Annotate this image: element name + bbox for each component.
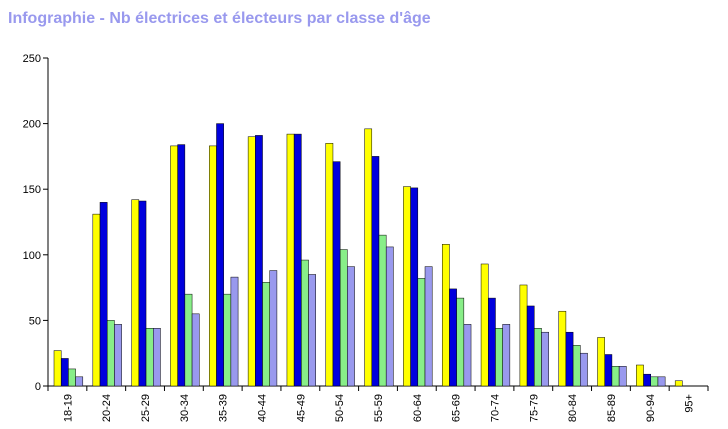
bar: [456, 297, 465, 387]
bar: [255, 135, 263, 387]
x-tick-label: 35-39: [218, 394, 230, 422]
bar: [153, 328, 161, 387]
x-tick-label: 55-59: [373, 394, 385, 422]
y-tick-label: 150: [23, 184, 41, 196]
bar: [371, 156, 380, 387]
x-tick-label: 65-69: [451, 394, 463, 422]
bar: [463, 324, 472, 387]
y-tick-label: 0: [35, 381, 41, 393]
bar: [262, 282, 270, 387]
bar: [572, 345, 581, 387]
bar: [597, 337, 605, 387]
bar: [541, 331, 549, 387]
bar: [424, 266, 433, 387]
bar: [325, 143, 334, 387]
bar: [209, 145, 217, 387]
bar: [131, 199, 140, 387]
x-tick-label: 70-74: [489, 394, 501, 422]
bar: [145, 328, 154, 387]
bar: [636, 364, 644, 387]
y-tick-label: 200: [23, 119, 41, 131]
bar: [495, 328, 503, 387]
bar: [534, 328, 542, 387]
bar: [286, 133, 295, 387]
bar: [385, 246, 394, 387]
bars: [53, 123, 683, 387]
x-tick-label: 85-89: [606, 394, 618, 422]
bar: [403, 186, 411, 387]
bar: [643, 373, 651, 387]
x-tick-label: 18-19: [62, 394, 74, 422]
bar: [519, 284, 528, 387]
bar: [650, 376, 659, 387]
x-tick-label: 50-54: [334, 394, 346, 422]
bar: [191, 313, 200, 387]
x-tick-label: 95+: [684, 394, 696, 413]
x-tick-label: 40-44: [257, 394, 269, 422]
y-tick-label: 50: [29, 315, 41, 327]
bar: [301, 259, 309, 387]
bar: [99, 202, 108, 387]
bar: [170, 145, 178, 387]
bar: [269, 270, 278, 387]
bar: [184, 293, 193, 387]
bar: [293, 133, 302, 387]
bar: [339, 249, 348, 387]
bar: [580, 352, 588, 387]
x-axis: 18-19 20-24 25-29 30-34 35-39 40-44 45-49 50-54…: [47, 385, 709, 422]
bar: [60, 358, 69, 387]
bar: [247, 136, 256, 387]
x-tick-label: 30-34: [179, 394, 191, 422]
bar: [216, 123, 224, 387]
bar: [611, 366, 620, 387]
bar: [604, 354, 613, 387]
bar: [138, 200, 147, 387]
bar: [657, 376, 666, 387]
bar: [53, 350, 62, 387]
bar: [417, 278, 426, 387]
chart-title: Infographie - Nb électrices et électeurs…: [8, 10, 431, 27]
bar: [378, 234, 387, 387]
bar: [106, 320, 115, 387]
bar: [502, 324, 511, 387]
x-tick-label: 80-84: [567, 394, 579, 422]
bar: [674, 380, 683, 387]
bar: [223, 293, 232, 387]
bar: [480, 263, 489, 387]
bar: [526, 305, 535, 387]
bar: [364, 128, 373, 387]
bar: [488, 297, 496, 387]
bar: [441, 244, 450, 387]
x-tick-label: 75-79: [528, 394, 540, 422]
bar: [230, 276, 239, 387]
x-tick-label: 45-49: [295, 394, 307, 422]
y-tick-label: 250: [23, 53, 41, 65]
bar: [177, 144, 186, 387]
bar: [449, 288, 457, 387]
bar: [410, 187, 419, 387]
x-tick-label: 90-94: [645, 394, 657, 422]
bar: [92, 213, 101, 387]
x-tick-label: 20-24: [101, 394, 113, 422]
y-axis: 0 50 100 150 200 250: [23, 53, 49, 393]
bar: [558, 310, 567, 387]
bar: [332, 161, 341, 387]
x-tick-label: 60-64: [412, 394, 424, 422]
bar: [618, 366, 627, 387]
x-tick-label: 25-29: [140, 394, 152, 422]
bar: [347, 266, 355, 387]
bar: [75, 376, 84, 387]
bar: [308, 274, 316, 387]
bar: [565, 331, 574, 387]
y-tick-label: 100: [23, 250, 41, 262]
bar: [114, 324, 122, 387]
bar: [68, 368, 76, 387]
